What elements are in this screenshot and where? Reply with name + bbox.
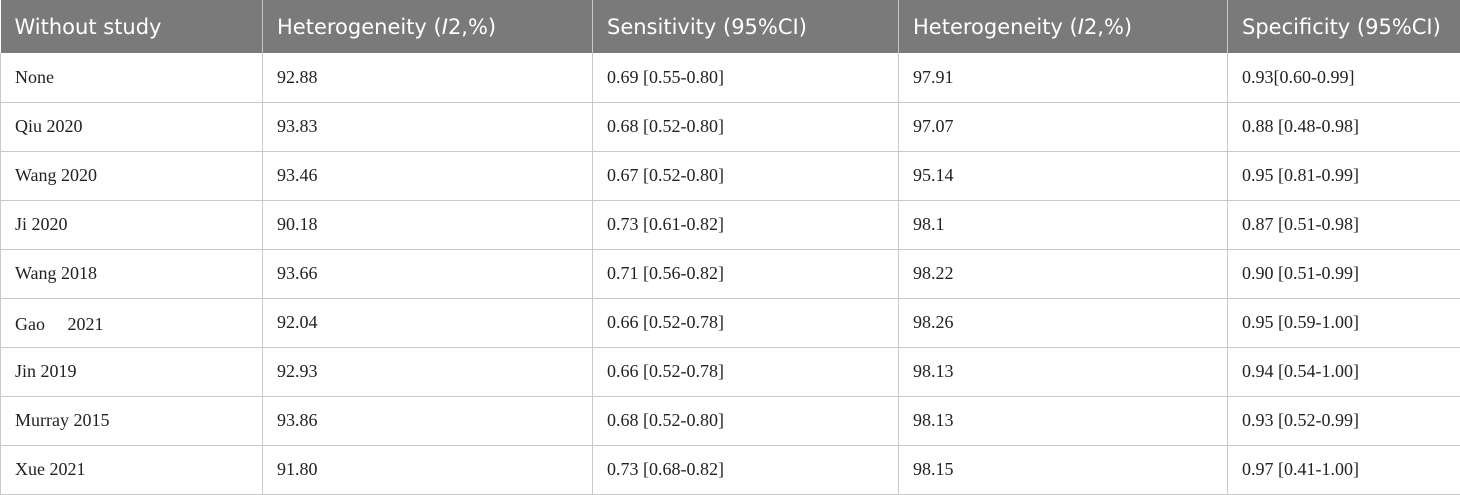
cell-study: Ji 2020	[1, 200, 263, 249]
cell-heterogeneity-spec: 95.14	[899, 151, 1228, 200]
table-row: Jin 2019 92.93 0.66 [0.52-0.78] 98.13 0.…	[1, 347, 1460, 396]
cell-heterogeneity-spec: 98.1	[899, 200, 1228, 249]
table-row: Wang 2020 93.46 0.67 [0.52-0.80] 95.14 0…	[1, 151, 1460, 200]
cell-specificity: 0.93[0.60-0.99]	[1228, 53, 1460, 102]
header-text-prefix: Heterogeneity (	[913, 15, 1078, 39]
cell-sensitivity: 0.68 [0.52-0.80]	[593, 102, 899, 151]
cell-heterogeneity-sens: 92.88	[263, 53, 593, 102]
cell-study: None	[1, 53, 263, 102]
cell-heterogeneity-spec: 98.13	[899, 347, 1228, 396]
header-text-suffix: 2,%)	[448, 15, 496, 39]
table-body: None 92.88 0.69 [0.55-0.80] 97.91 0.93[0…	[1, 53, 1460, 494]
header-heterogeneity-sensitivity: Heterogeneity (I2,%)	[263, 0, 593, 53]
header-sensitivity: Sensitivity (95%CI)	[593, 0, 899, 53]
cell-sensitivity: 0.73 [0.68-0.82]	[593, 445, 899, 494]
header-specificity: Specificity (95%CI)	[1228, 0, 1460, 53]
cell-sensitivity: 0.71 [0.56-0.82]	[593, 249, 899, 298]
cell-specificity: 0.90 [0.51-0.99]	[1228, 249, 1460, 298]
cell-heterogeneity-spec: 97.91	[899, 53, 1228, 102]
cell-heterogeneity-sens: 91.80	[263, 445, 593, 494]
table-row: Wang 2018 93.66 0.71 [0.56-0.82] 98.22 0…	[1, 249, 1460, 298]
cell-study: Qiu 2020	[1, 102, 263, 151]
cell-sensitivity: 0.69 [0.55-0.80]	[593, 53, 899, 102]
cell-sensitivity: 0.66 [0.52-0.78]	[593, 298, 899, 347]
cell-sensitivity: 0.67 [0.52-0.80]	[593, 151, 899, 200]
cell-study: Murray 2015	[1, 396, 263, 445]
table-row: Ji 2020 90.18 0.73 [0.61-0.82] 98.1 0.87…	[1, 200, 1460, 249]
cell-sensitivity: 0.73 [0.61-0.82]	[593, 200, 899, 249]
cell-specificity: 0.95 [0.81-0.99]	[1228, 151, 1460, 200]
cell-specificity: 0.88 [0.48-0.98]	[1228, 102, 1460, 151]
cell-specificity: 0.95 [0.59-1.00]	[1228, 298, 1460, 347]
header-without-study: Without study	[1, 0, 263, 53]
cell-heterogeneity-spec: 98.15	[899, 445, 1228, 494]
header-row: Without study Heterogeneity (I2,%) Sensi…	[1, 0, 1460, 53]
cell-specificity: 0.97 [0.41-1.00]	[1228, 445, 1460, 494]
table-row: Qiu 2020 93.83 0.68 [0.52-0.80] 97.07 0.…	[1, 102, 1460, 151]
table-row: Xue 2021 91.80 0.73 [0.68-0.82] 98.15 0.…	[1, 445, 1460, 494]
cell-study: Wang 2018	[1, 249, 263, 298]
cell-sensitivity: 0.68 [0.52-0.80]	[593, 396, 899, 445]
table-row: Murray 2015 93.86 0.68 [0.52-0.80] 98.13…	[1, 396, 1460, 445]
cell-heterogeneity-sens: 92.93	[263, 347, 593, 396]
cell-heterogeneity-sens: 93.86	[263, 396, 593, 445]
table-row: None 92.88 0.69 [0.55-0.80] 97.91 0.93[0…	[1, 53, 1460, 102]
header-heterogeneity-specificity: Heterogeneity (I2,%)	[899, 0, 1228, 53]
cell-heterogeneity-sens: 93.46	[263, 151, 593, 200]
cell-heterogeneity-sens: 93.83	[263, 102, 593, 151]
cell-sensitivity: 0.66 [0.52-0.78]	[593, 347, 899, 396]
cell-specificity: 0.93 [0.52-0.99]	[1228, 396, 1460, 445]
cell-heterogeneity-sens: 92.04	[263, 298, 593, 347]
header-text-prefix: Heterogeneity (	[277, 15, 442, 39]
cell-study: Wang 2020	[1, 151, 263, 200]
cell-heterogeneity-sens: 90.18	[263, 200, 593, 249]
header-text-suffix: 2,%)	[1084, 15, 1132, 39]
cell-study: Gao 2021	[1, 298, 263, 347]
cell-heterogeneity-spec: 98.13	[899, 396, 1228, 445]
table-row: Gao 2021 92.04 0.66 [0.52-0.78] 98.26 0.…	[1, 298, 1460, 347]
cell-study: Xue 2021	[1, 445, 263, 494]
cell-specificity: 0.94 [0.54-1.00]	[1228, 347, 1460, 396]
cell-specificity: 0.87 [0.51-0.98]	[1228, 200, 1460, 249]
cell-heterogeneity-spec: 98.22	[899, 249, 1228, 298]
table-header: Without study Heterogeneity (I2,%) Sensi…	[1, 0, 1460, 53]
cell-heterogeneity-spec: 98.26	[899, 298, 1228, 347]
cell-study: Jin 2019	[1, 347, 263, 396]
cell-heterogeneity-sens: 93.66	[263, 249, 593, 298]
cell-heterogeneity-spec: 97.07	[899, 102, 1228, 151]
